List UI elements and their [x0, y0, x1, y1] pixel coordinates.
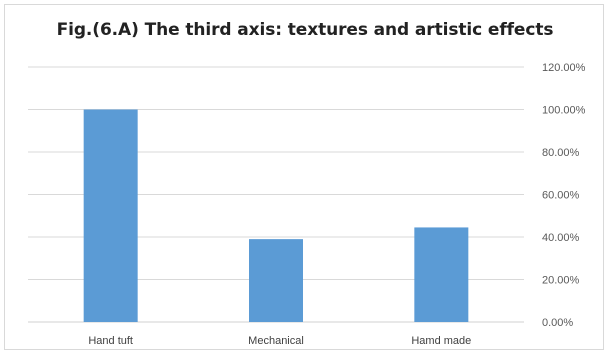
y-tick-label: 20.00% [542, 275, 580, 287]
bar [249, 239, 303, 322]
x-category-label: Hand tuft [88, 335, 133, 347]
bar [414, 227, 469, 322]
y-tick-label: 80.00% [542, 147, 580, 159]
y-tick-label: 0.00% [542, 317, 573, 329]
x-axis-labels: Hand tuft Mechanical Hamd made [88, 335, 471, 347]
bar [83, 109, 138, 322]
y-tick-label: 120.00% [542, 62, 586, 74]
y-axis-ticks: 0.00% 20.00% 40.00% 60.00% 80.00% 100.00% 120.… [542, 62, 586, 329]
x-category-label: Mechanical [248, 335, 304, 347]
x-category-label: Hamd made [411, 335, 471, 347]
bars [83, 109, 469, 322]
y-tick-label: 60.00% [542, 190, 580, 202]
y-tick-label: 100.00% [542, 105, 586, 117]
chart-title: Fig.(6.A) The third axis: textures and a… [56, 20, 554, 40]
y-tick-label: 40.00% [542, 232, 580, 244]
